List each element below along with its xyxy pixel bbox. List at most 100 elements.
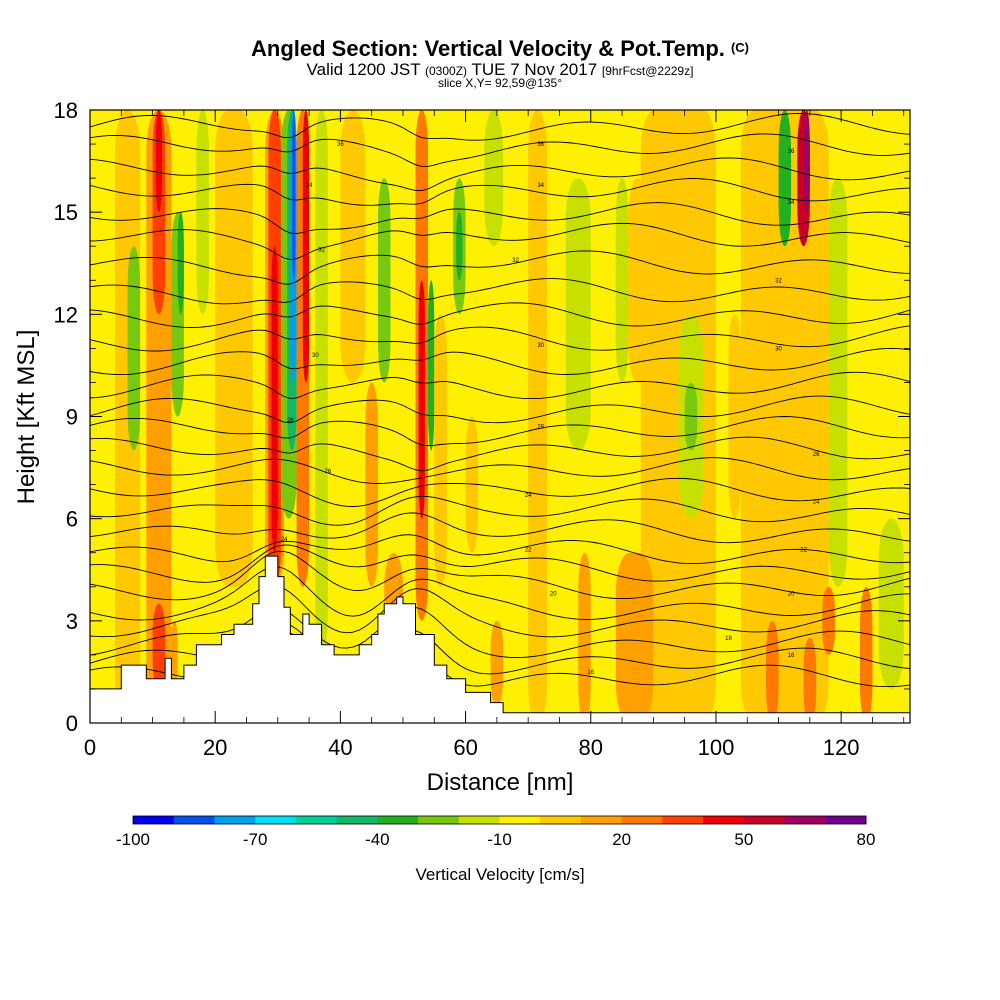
colorbar-swatch [255,816,297,824]
contour-label: 24 [281,537,288,543]
x-tick-label: 0 [84,735,96,760]
velocity-cell [778,110,792,247]
colorbar-label: -100 [116,830,150,849]
colorbar-label: 20 [612,830,631,849]
slice-info: slice X,Y= 92,59@135° [437,76,563,90]
velocity-cell [878,518,904,689]
contour-label: 20 [550,592,557,598]
colorbar-label: 50 [734,830,753,849]
pot-temp-contour [90,250,910,285]
velocity-cell [152,603,166,689]
colorbar-swatch [825,816,867,824]
contour-label: 16 [788,653,795,659]
pot-temp-contour [90,222,910,261]
forecast-tag: [9hrFcst@2229z] [601,64,694,78]
pot-temp-contour [90,112,910,141]
colorbar-swatch [580,816,623,824]
velocity-cell [703,416,716,655]
colorbar-label: -40 [365,830,390,849]
colorbar-swatch [295,816,338,824]
pot-temp-contour [90,348,910,376]
colorbar-swatch [133,816,175,824]
contour-label: 22 [525,547,532,553]
pot-temp-contour [90,544,910,583]
pot-temp-contour [90,477,910,507]
velocity-cell [271,246,278,553]
y-tick-label: 3 [66,609,78,634]
colorbar-swatch [458,816,500,824]
pot-temp-contour [90,278,910,305]
velocity-cell [418,280,425,519]
velocity-cell [578,552,591,723]
y-tick-label: 6 [66,507,78,532]
contour-label: 32 [512,258,519,264]
pot-temp-contour [90,566,910,621]
velocity-cell [340,110,366,383]
pot-temp-contour [90,495,910,526]
pot-temp-contour [90,457,910,484]
velocity-cell [822,586,835,655]
pot-temp-contour [90,157,910,191]
velocity-cell [859,586,873,723]
pot-temp-contour [90,325,910,352]
contour-labels: 36 36 36 34 34 34 32 32 32 30 30 30 28 28 26 26 24 24 24 22… [281,142,820,676]
velocity-cell [615,552,654,723]
chart-subtitle: Valid 1200 JST (0300Z) TUE 7 Nov 2017 [9… [306,60,694,79]
velocity-cell [728,314,741,519]
x-axis: 0 20 40 60 80 100 120 [84,110,905,760]
velocity-cell [628,178,648,383]
colorbar-swatch [743,816,786,824]
colorbar-label: -10 [487,830,512,849]
contour-label: 24 [813,500,820,506]
contour-label: 26 [325,469,332,475]
y-tick-label: 18 [54,98,78,123]
pot-temp-contour [90,550,910,601]
pot-temp-contour [90,512,910,544]
colorbar-swatch [703,816,745,824]
contour-label: 28 [537,425,544,431]
colorbar-swatch [336,816,378,824]
chart-title-suffix: (C) [730,40,749,55]
colorbar-swatch [499,816,541,824]
contour-label: 30 [537,343,544,349]
valid-date: TUE 7 Nov 2017 [471,60,598,79]
y-tick-label: 12 [54,302,78,327]
velocity-cell [766,620,779,723]
colorbar-swatch [784,816,826,824]
velocity-cell [292,110,296,281]
contour-label: 36 [788,149,795,155]
contour-label: 22 [800,547,807,553]
velocity-cell [365,382,378,587]
x-tick-label: 100 [698,735,735,760]
pot-temp-contour [90,202,910,235]
x-axis-title: Distance [nm] [427,769,574,796]
colorbar: -100 -70 -40 -10 20 50 80 [116,815,875,849]
velocity-cell [803,110,810,213]
pot-temp-contour [90,585,910,638]
x-tick-label: 40 [328,735,352,760]
colorbar-swatch [418,816,460,824]
contour-label: 34 [306,183,313,189]
velocity-cell [215,110,253,587]
velocity-cell [171,620,178,689]
vertical-velocity-field [90,110,910,723]
x-tick-label: 20 [203,735,227,760]
contour-label: 34 [788,200,795,206]
colorbar-title: Vertical Velocity [cm/s] [415,865,584,884]
velocity-cell [465,416,479,553]
contour-label: 30 [312,353,319,359]
colorbar-swatch [173,816,215,824]
velocity-cell [377,178,391,383]
contour-label: 36 [337,142,344,148]
colorbar-swatch [377,816,419,824]
velocity-cell [155,110,162,213]
pot-temp-contour [90,302,910,328]
pot-temp-contour [90,178,910,206]
velocity-cell [528,110,547,723]
velocity-cell [565,178,591,451]
chart-title: Angled Section: Vertical Velocity & Pot.… [251,36,749,61]
contour-label: 26 [813,452,820,458]
contour-label: 20 [788,592,795,598]
